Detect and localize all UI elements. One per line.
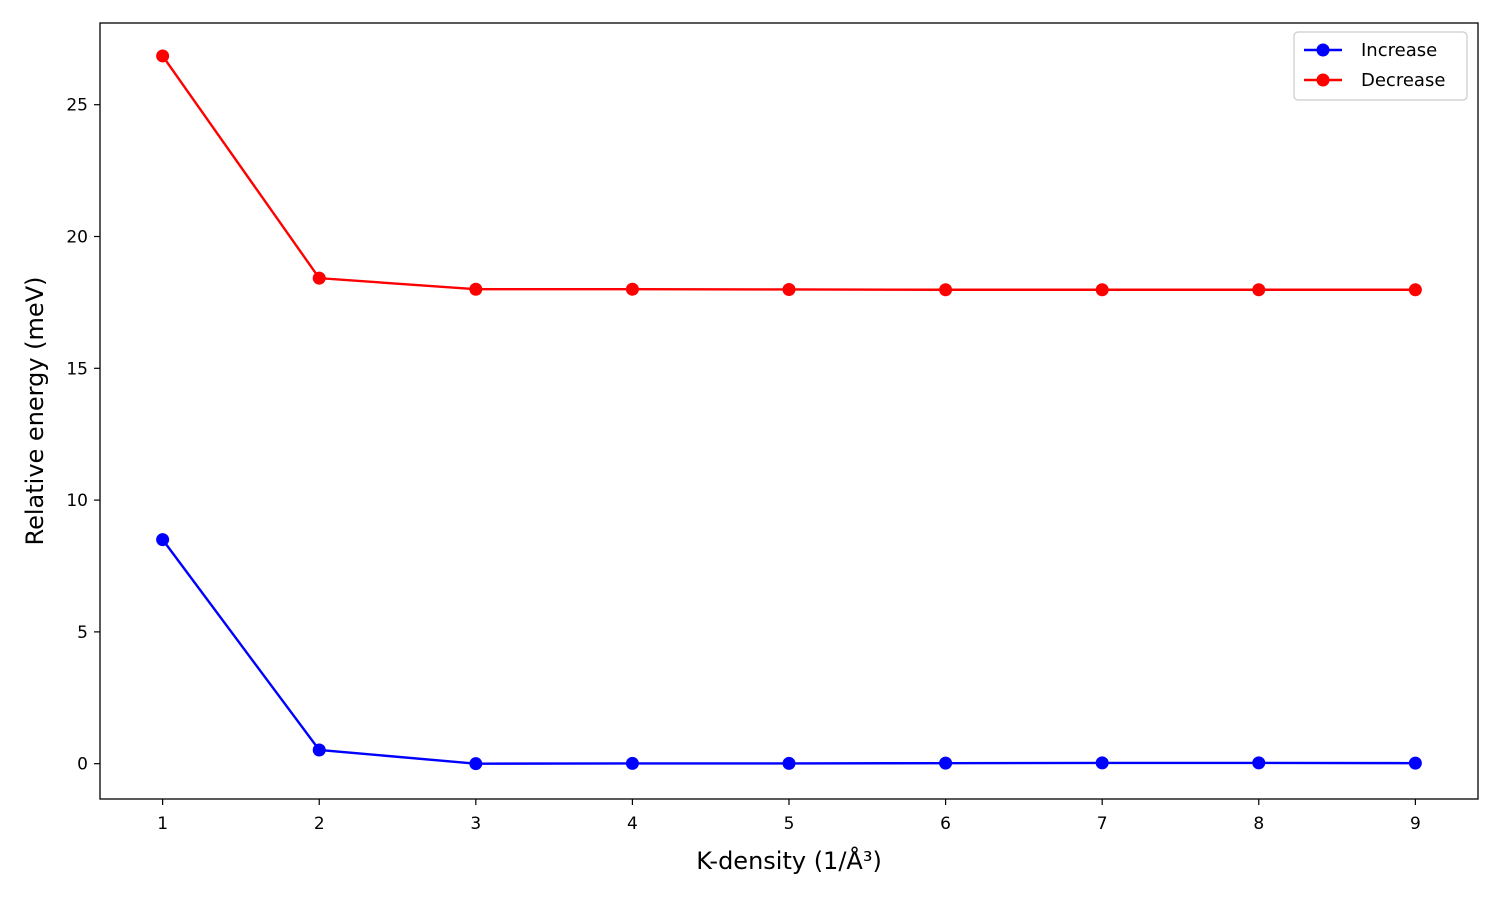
y-tick-label: 20 xyxy=(66,228,88,248)
data-point-increase xyxy=(625,756,639,770)
y-axis-title: Relative energy (meV) xyxy=(21,277,49,546)
y-tick-label: 15 xyxy=(66,359,88,379)
x-tick-label: 6 xyxy=(940,814,951,834)
data-point-decrease xyxy=(312,271,326,285)
x-tick-label: 4 xyxy=(627,814,638,834)
data-point-decrease xyxy=(1252,283,1266,297)
x-tick-label: 1 xyxy=(157,814,168,834)
x-tick-label: 7 xyxy=(1097,814,1108,834)
x-axis-title: K-density (1/Å³) xyxy=(696,846,882,875)
data-point-decrease xyxy=(782,282,796,296)
legend-marker-increase xyxy=(1316,43,1330,57)
x-tick-label: 8 xyxy=(1253,814,1264,834)
series-layer xyxy=(156,49,1422,771)
y-tick-label: 25 xyxy=(66,96,88,116)
data-point-decrease xyxy=(1095,283,1109,297)
y-tick-label: 5 xyxy=(77,623,88,643)
data-point-increase xyxy=(156,533,170,547)
y-tick-label: 0 xyxy=(77,755,88,775)
data-point-decrease xyxy=(1408,283,1422,297)
y-tick-label: 10 xyxy=(66,491,88,511)
x-tick-label: 2 xyxy=(314,814,325,834)
plot-area xyxy=(100,23,1478,799)
data-point-decrease xyxy=(469,282,483,296)
data-point-increase xyxy=(782,756,796,770)
x-tick-label: 9 xyxy=(1410,814,1421,834)
data-point-increase xyxy=(1252,756,1266,770)
legend-label-increase: Increase xyxy=(1361,40,1437,61)
data-point-decrease xyxy=(625,282,639,296)
data-point-increase xyxy=(1095,756,1109,770)
data-point-decrease xyxy=(939,283,953,297)
legend-marker-decrease xyxy=(1316,73,1330,87)
data-point-increase xyxy=(1408,756,1422,770)
data-point-increase xyxy=(469,757,483,771)
x-axis: 1 2 3 4 5 6 7 8 9 xyxy=(157,799,1421,834)
y-axis: 0 5 10 15 20 25 xyxy=(66,96,100,775)
plot-frame xyxy=(99,22,1479,800)
legend: Increase Decrease xyxy=(1293,31,1468,101)
data-point-increase xyxy=(939,756,953,770)
legend-label-decrease: Decrease xyxy=(1361,70,1445,91)
data-point-increase xyxy=(312,743,326,757)
x-tick-label: 5 xyxy=(784,814,795,834)
x-tick-label: 3 xyxy=(470,814,481,834)
data-point-decrease xyxy=(156,49,170,63)
